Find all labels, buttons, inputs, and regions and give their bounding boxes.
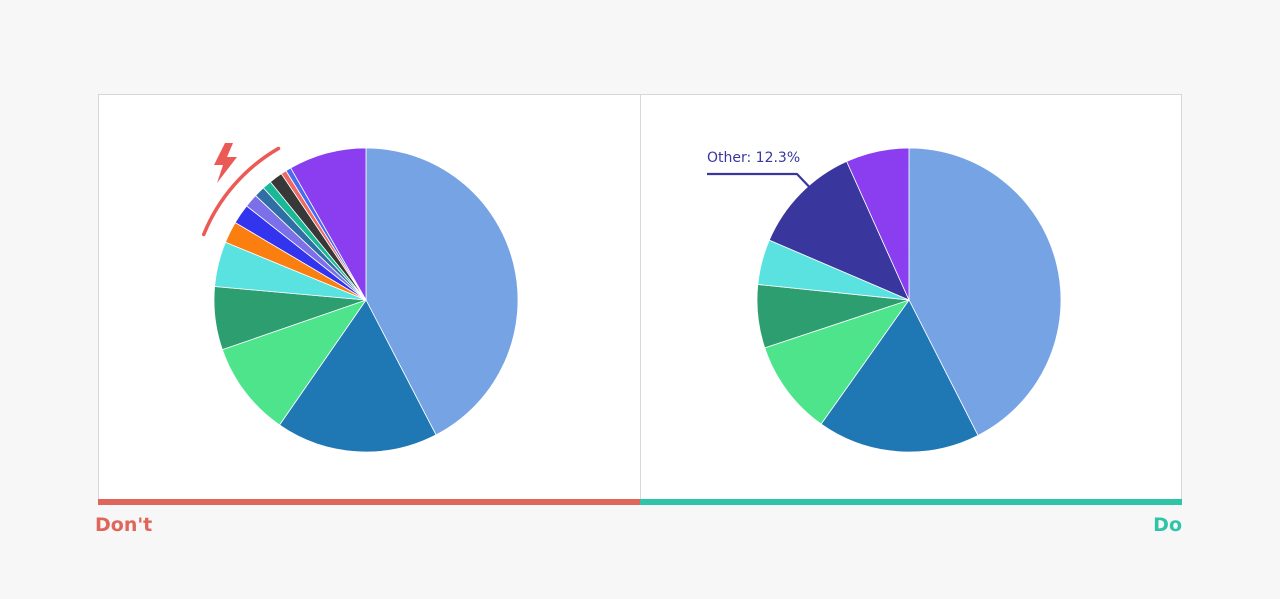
do-pie-chart: Other: 12.3%	[707, 147, 1062, 453]
dont-panel	[98, 94, 640, 500]
do-indicator-bar	[640, 499, 1182, 505]
callout-label: Other: 12.3%	[707, 150, 800, 166]
pie-slice	[279, 299, 437, 453]
pie-slice	[768, 160, 910, 301]
dont-pie-chart	[201, 143, 519, 453]
pie-slice	[764, 299, 910, 425]
dont-label: Don't	[95, 514, 153, 536]
pie-slice	[290, 147, 367, 301]
pie-slice	[820, 299, 979, 453]
warning-arc	[201, 146, 281, 237]
do-label: Do	[1153, 514, 1182, 536]
lightning-warning-icon	[214, 143, 237, 183]
pie-slice	[365, 147, 519, 436]
callout-leader-line	[707, 172, 817, 195]
do-panel: Other: 12.3%	[640, 94, 1182, 500]
pie-slice	[908, 147, 1062, 436]
pie-slice	[846, 147, 910, 301]
dont-indicator-bar	[98, 499, 640, 505]
pie-slice	[221, 299, 367, 426]
